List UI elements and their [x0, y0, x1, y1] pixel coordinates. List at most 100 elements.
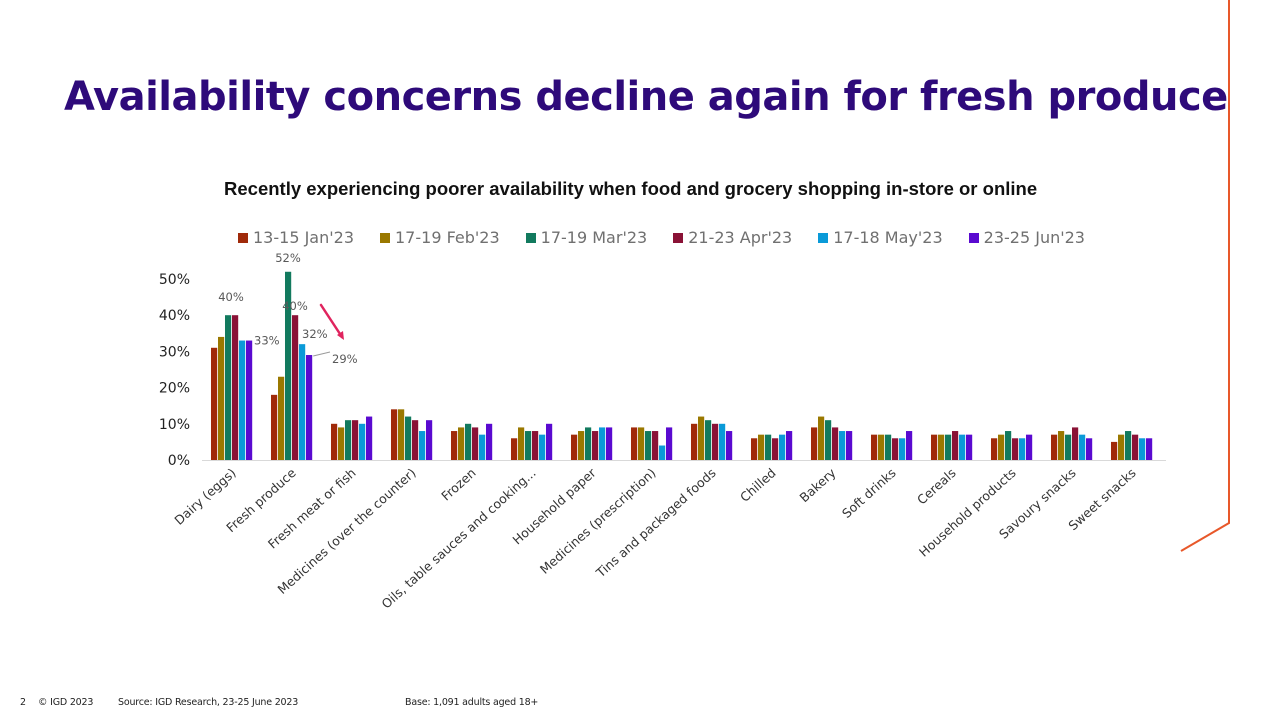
legend-label: 17-19 Mar'23 — [540, 228, 648, 247]
bar — [331, 423, 338, 460]
x-tick-label: Frozen — [438, 465, 478, 504]
bar — [1005, 431, 1012, 460]
chart-legend: 13-15 Jan'23 17-19 Feb'23 17-19 Mar'23 2… — [238, 228, 1085, 247]
bar — [811, 427, 818, 460]
bar — [818, 416, 825, 460]
bar — [1051, 434, 1058, 460]
bar — [518, 427, 525, 460]
bar — [426, 420, 433, 460]
decline-arrow — [319, 303, 344, 339]
bar — [391, 409, 398, 460]
bar — [751, 438, 758, 460]
bar — [419, 431, 426, 460]
legend-label: 17-19 Feb'23 — [395, 228, 500, 247]
bar — [659, 445, 666, 460]
x-tick-label: Tins and packaged foods — [592, 465, 718, 581]
legend-item: 17-18 May'23 — [818, 228, 943, 247]
bar — [352, 420, 359, 460]
bar — [1146, 438, 1153, 460]
bar — [285, 271, 292, 460]
bar — [945, 434, 952, 460]
bar — [398, 409, 405, 460]
x-tick-label: Bakery — [797, 465, 840, 505]
data-label: 33% — [254, 334, 280, 348]
bar — [1111, 441, 1118, 460]
bar — [292, 315, 299, 460]
bar — [1012, 438, 1019, 460]
bar — [878, 434, 885, 460]
data-label: 40% — [282, 299, 308, 313]
bar — [906, 431, 913, 460]
legend-swatch — [818, 232, 829, 243]
x-tick-label: Medicines (prescription) — [537, 465, 659, 577]
bar — [892, 438, 899, 460]
bar — [938, 434, 945, 460]
bar — [1125, 431, 1132, 460]
bar — [211, 347, 218, 460]
legend-label: 23-25 Jun'23 — [983, 228, 1085, 247]
bar — [931, 434, 938, 460]
y-tick-label: 10% — [159, 417, 190, 433]
bar — [846, 431, 853, 460]
bar — [719, 423, 726, 460]
bar — [299, 344, 306, 460]
bar — [1118, 434, 1125, 460]
bar — [779, 434, 786, 460]
bar — [899, 438, 906, 460]
bar — [278, 376, 285, 460]
bar — [998, 434, 1005, 460]
data-label-leader-line — [313, 351, 331, 357]
bar — [1019, 438, 1026, 460]
bar — [606, 427, 613, 460]
data-label: 32% — [302, 327, 328, 341]
bar — [772, 438, 779, 460]
bar — [451, 431, 458, 460]
bar — [532, 431, 539, 460]
bar — [1132, 434, 1139, 460]
slide-title: Availability concerns decline again for … — [64, 74, 1228, 120]
legend-label: 17-18 May'23 — [833, 228, 943, 247]
legend-swatch — [968, 232, 979, 243]
bar — [239, 340, 246, 460]
bar — [885, 434, 892, 460]
legend-swatch — [380, 232, 390, 243]
bar — [1065, 434, 1072, 460]
legend-label: 13-15 Jan'23 — [253, 228, 354, 247]
x-tick-label: Household products — [916, 465, 1019, 560]
bar — [306, 355, 313, 460]
bar — [585, 427, 592, 460]
bar — [345, 420, 352, 460]
bar — [1086, 438, 1093, 460]
bar — [652, 431, 659, 460]
data-label: 52% — [275, 251, 301, 265]
chart-title: Recently experiencing poorer availabilit… — [224, 178, 1038, 199]
bar — [691, 423, 698, 460]
bar — [1072, 427, 1079, 460]
legend-swatch — [238, 232, 248, 243]
bar — [638, 427, 645, 460]
bar — [246, 340, 253, 460]
bar — [786, 431, 793, 460]
bar — [726, 431, 733, 460]
bar — [825, 420, 832, 460]
bar — [991, 438, 998, 460]
bar — [599, 427, 606, 460]
bar — [966, 434, 973, 460]
bar — [871, 434, 878, 460]
bar — [465, 423, 472, 460]
y-tick-label: 30% — [159, 344, 190, 360]
bar — [225, 315, 232, 460]
bar — [952, 431, 959, 460]
bar — [578, 431, 585, 460]
bar — [359, 423, 366, 460]
bar — [458, 427, 465, 460]
arrowhead-icon — [337, 331, 344, 340]
bar — [539, 434, 546, 460]
data-label: 40% — [218, 290, 244, 304]
bar — [645, 431, 652, 460]
bar — [511, 438, 518, 460]
bar — [705, 420, 712, 460]
bar — [758, 434, 765, 460]
bar — [405, 416, 412, 460]
